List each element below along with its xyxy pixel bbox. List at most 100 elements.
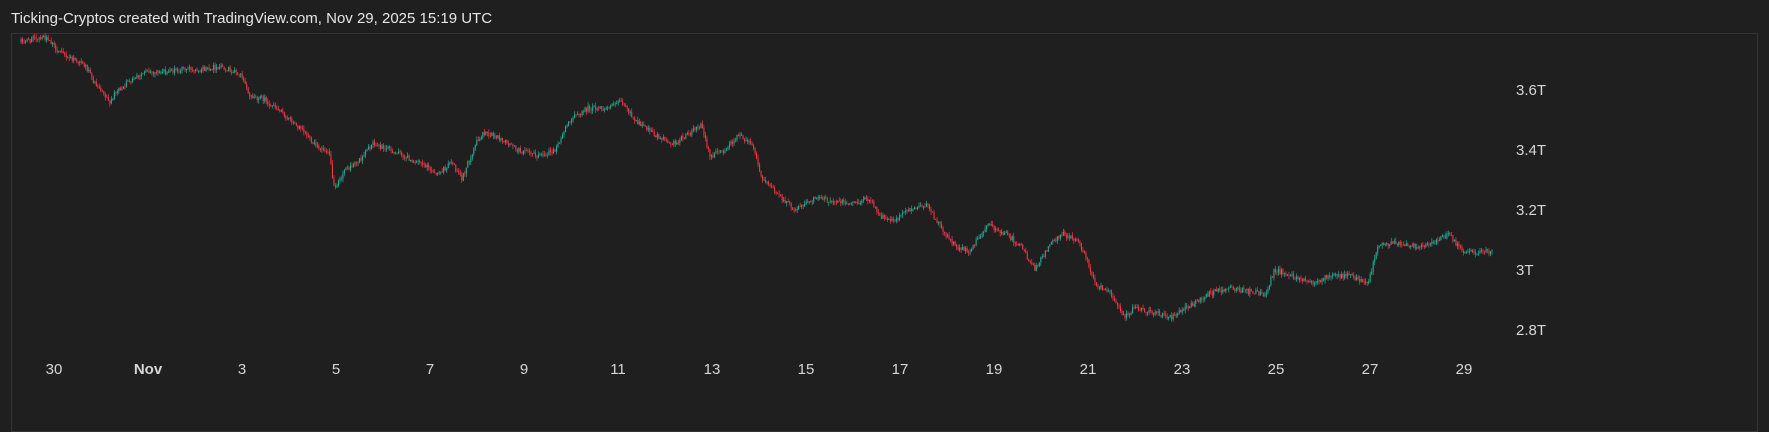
- candle-body-down: [820, 197, 822, 199]
- candle-body-up: [494, 135, 496, 137]
- candle-body-up: [713, 153, 715, 158]
- candle-body-down: [843, 200, 845, 202]
- candle-body-down: [101, 91, 103, 92]
- candle-body-down: [1034, 264, 1036, 271]
- candle-body-down: [1046, 250, 1048, 252]
- time-axis[interactable]: 30 Nov 3 5 7 9 11 13 15 17 19 21 23 25 27 29: [46, 361, 1473, 378]
- candle-body-up: [1273, 269, 1275, 278]
- candle-body-up: [900, 214, 902, 216]
- candle-body-up: [537, 154, 540, 158]
- candle-body-down: [455, 164, 457, 172]
- candle-body-down: [781, 196, 783, 201]
- candle-body-down: [885, 217, 887, 219]
- candle-body-down: [1422, 244, 1424, 246]
- candle-body-up: [1186, 306, 1188, 308]
- candle-body-down: [1312, 280, 1314, 285]
- candle-body-down: [172, 69, 174, 73]
- candle-body-up: [352, 164, 355, 167]
- candle-body-down: [1339, 274, 1341, 278]
- candle-body-up: [321, 148, 323, 150]
- candle-body-up: [473, 148, 475, 155]
- candle-body-down: [35, 36, 37, 40]
- price-tick-label: 3.6T: [1516, 82, 1546, 99]
- candle-body-down: [402, 154, 404, 158]
- candle-body-up: [1205, 294, 1207, 298]
- candle-body-down: [746, 139, 749, 143]
- candle-body-down: [974, 245, 976, 247]
- candle-body-down: [217, 67, 219, 69]
- candle-body-down: [1401, 244, 1403, 246]
- candle-body-down: [649, 127, 651, 131]
- candle-body-up: [1217, 288, 1219, 292]
- candle-body-down: [527, 150, 529, 152]
- candle-body-down: [292, 122, 294, 124]
- candle-body-down: [886, 218, 888, 220]
- candle-body-down: [92, 77, 94, 83]
- candle-body-down: [461, 175, 463, 181]
- candle-body-down: [749, 141, 752, 144]
- candle-body-up: [734, 140, 737, 142]
- candle-body-down: [754, 147, 756, 154]
- price-tick-label: 3T: [1516, 262, 1534, 279]
- candle-body-down: [1437, 239, 1439, 241]
- candle-body-down: [1462, 250, 1464, 254]
- candle-body-up: [136, 75, 138, 79]
- candle-body-down: [853, 201, 855, 203]
- candle-body-up: [557, 143, 559, 147]
- candle-body-up: [288, 117, 290, 120]
- candle-body-down: [634, 118, 636, 121]
- candle-body-up: [555, 146, 558, 152]
- candle-body-up: [219, 67, 221, 69]
- candle-body-up: [1447, 232, 1449, 234]
- candle-body-down: [1262, 293, 1264, 297]
- candle-body-up: [201, 69, 203, 72]
- price-axis[interactable]: 3.6T 3.4T 3.2T 3T 2.8T: [1516, 82, 1546, 339]
- candle-body-down: [456, 171, 458, 173]
- candle-body-up: [440, 171, 442, 173]
- candle-body-down: [1354, 277, 1356, 281]
- candle-body-up: [1390, 241, 1392, 245]
- candle-body-up: [584, 107, 586, 112]
- candle-body-down: [653, 132, 655, 137]
- candle-body-up: [635, 119, 637, 121]
- candle-body-up: [216, 67, 218, 70]
- candle-body-down: [583, 111, 585, 112]
- candle-body-up: [474, 145, 476, 149]
- candle-body-down: [1165, 314, 1167, 317]
- candle-body-up: [971, 248, 973, 252]
- candle-body-down: [840, 201, 842, 204]
- candle-body-down: [1282, 269, 1284, 275]
- candle-body-down: [306, 132, 308, 137]
- candle-body-up: [1453, 239, 1455, 242]
- candle-body-down: [1116, 302, 1119, 306]
- candle-body-down: [1016, 243, 1018, 245]
- candle-body-down: [383, 145, 385, 149]
- candle-body-down: [283, 112, 285, 116]
- candle-body-down: [712, 155, 714, 158]
- candle-body-up: [1001, 231, 1003, 234]
- candle-body-up: [691, 130, 693, 136]
- candle-body-down: [1127, 313, 1129, 315]
- candle-body-down: [671, 144, 673, 146]
- candle-body-down: [1471, 249, 1474, 253]
- candle-body-up: [1374, 258, 1376, 263]
- time-tick-label: 13: [704, 361, 721, 378]
- candle-body-down: [894, 220, 896, 222]
- candle-body-up: [181, 66, 183, 72]
- candle-body-down: [330, 154, 332, 164]
- candle-body-down: [62, 51, 64, 53]
- candle-body-up: [898, 215, 900, 220]
- candle-body-up: [918, 205, 920, 208]
- candle-body-down: [59, 51, 61, 52]
- candle-body-up: [659, 137, 661, 139]
- candle-body-down: [1201, 297, 1203, 300]
- candle-body-down: [512, 144, 514, 147]
- candle-body-down: [333, 178, 335, 186]
- candle-body-down: [380, 144, 382, 149]
- candle-body-up: [539, 154, 541, 155]
- candle-body-up: [450, 162, 452, 164]
- candle-body-down: [1095, 282, 1098, 286]
- candle-body-up: [1056, 236, 1058, 241]
- candle-body-down: [858, 202, 860, 205]
